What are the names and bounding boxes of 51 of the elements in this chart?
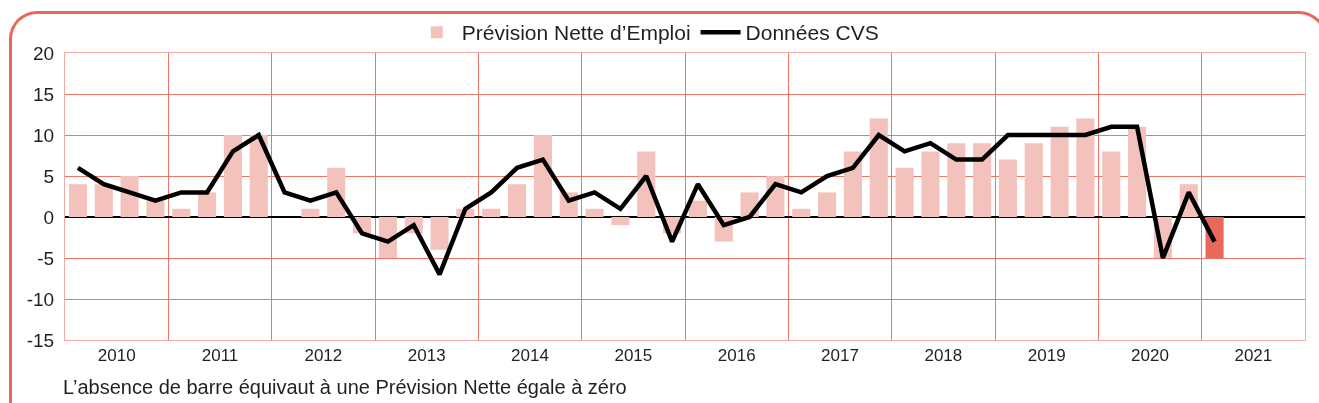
bar bbox=[1102, 151, 1121, 217]
y-tick-label: 5 bbox=[43, 165, 55, 187]
y-tick-label: 10 bbox=[33, 124, 55, 146]
x-tick-label: 2011 bbox=[201, 346, 239, 366]
bar bbox=[430, 217, 449, 250]
bar bbox=[482, 208, 501, 217]
bar bbox=[921, 151, 940, 217]
y-tick-label: -15 bbox=[26, 329, 55, 351]
x-tick-label: 2018 bbox=[924, 346, 963, 366]
bar bbox=[533, 135, 552, 217]
y-tick-label: 15 bbox=[33, 83, 55, 105]
bar bbox=[947, 143, 966, 217]
x-tick-label: 2016 bbox=[717, 346, 756, 366]
bar bbox=[869, 118, 888, 217]
x-tick-label: 2010 bbox=[97, 346, 136, 366]
bar bbox=[68, 184, 87, 217]
bar bbox=[1024, 143, 1043, 217]
legend-label: Prévision Nette d’Emploi bbox=[461, 21, 691, 45]
bar bbox=[94, 184, 113, 217]
bar bbox=[688, 200, 707, 217]
x-tick-label: 2013 bbox=[407, 346, 446, 366]
bar bbox=[973, 143, 992, 217]
x-tick-label: 2020 bbox=[1131, 346, 1169, 366]
bar bbox=[301, 208, 320, 217]
bar bbox=[792, 208, 811, 217]
legend-label: Données CVS bbox=[745, 21, 879, 45]
bar bbox=[508, 184, 527, 217]
bar bbox=[818, 192, 837, 217]
bar bbox=[585, 208, 604, 217]
y-tick-label: 0 bbox=[43, 206, 55, 228]
bar bbox=[611, 217, 630, 226]
bar bbox=[843, 151, 862, 217]
bar bbox=[146, 200, 165, 217]
x-tick-label: 2012 bbox=[304, 346, 343, 366]
bar bbox=[223, 135, 242, 217]
x-tick-label: 2019 bbox=[1027, 346, 1066, 366]
y-tick-label: -5 bbox=[37, 247, 55, 269]
y-tick-label: -10 bbox=[26, 288, 55, 310]
x-tick-label: 2015 bbox=[614, 346, 653, 366]
text: L’absence de barre équivaut à une Prévision Nette égale à zéro bbox=[63, 376, 627, 398]
bar bbox=[1050, 126, 1069, 217]
y-tick-label: 20 bbox=[33, 42, 55, 64]
bar bbox=[172, 208, 191, 217]
x-tick-label: 2014 bbox=[511, 346, 549, 366]
bar bbox=[198, 192, 217, 217]
bar bbox=[1076, 118, 1095, 217]
bar bbox=[249, 135, 268, 217]
bar bbox=[998, 159, 1017, 217]
x-tick-label: 2021 bbox=[1234, 346, 1273, 366]
x-tick-label: 2017 bbox=[821, 346, 859, 366]
bar bbox=[895, 167, 914, 217]
